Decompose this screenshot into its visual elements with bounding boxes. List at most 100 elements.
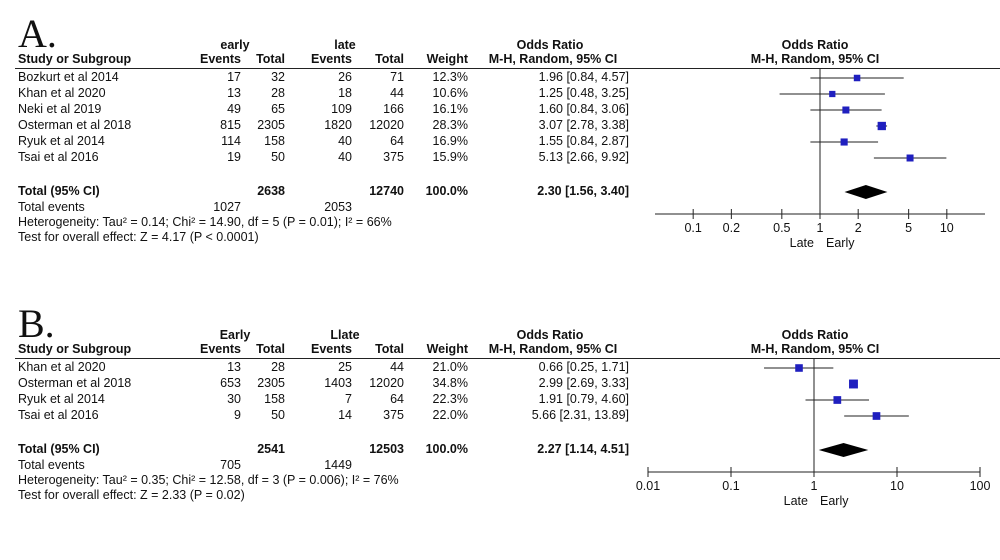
total1-cell: 2305 bbox=[257, 376, 285, 390]
ci-cell: 1.60 [0.84, 3.06] bbox=[538, 102, 629, 116]
ci-cell: 3.07 [2.78, 3.38] bbox=[538, 118, 629, 132]
group2-header: Llate bbox=[330, 328, 360, 342]
favours-early-label: Early bbox=[826, 236, 855, 250]
point-marker bbox=[795, 364, 803, 372]
x-tick-label: 0.5 bbox=[773, 221, 790, 235]
or-title-header: Odds Ratio bbox=[516, 328, 584, 342]
total-label: Total (95% CI) bbox=[18, 184, 100, 198]
events2-header: Events bbox=[311, 342, 352, 356]
total2-header: Total bbox=[375, 342, 404, 356]
events1-cell: 114 bbox=[221, 134, 241, 148]
study-name: Khan et al 2020 bbox=[18, 86, 106, 100]
events1-cell: 9 bbox=[234, 408, 241, 422]
ci-cell: 1.96 [0.84, 4.57] bbox=[538, 70, 629, 84]
ci-cell: 5.13 [2.66, 9.92] bbox=[538, 150, 629, 164]
events1-cell: 653 bbox=[220, 376, 241, 390]
total-events1: 1027 bbox=[213, 200, 241, 214]
total1-cell: 158 bbox=[264, 392, 285, 406]
total1-cell: 28 bbox=[271, 360, 285, 374]
study-name: Neki et al 2019 bbox=[18, 102, 102, 116]
point-marker bbox=[842, 106, 850, 114]
total-weight: 100.0% bbox=[425, 442, 468, 456]
events2-header: Events bbox=[311, 52, 352, 66]
x-tick-label: 1 bbox=[811, 479, 818, 493]
total2-cell: 64 bbox=[390, 392, 404, 406]
point-marker bbox=[849, 379, 858, 389]
events1-cell: 13 bbox=[227, 86, 241, 100]
ci-cell: 1.55 [0.84, 2.87] bbox=[538, 134, 629, 148]
total1-cell: 50 bbox=[271, 408, 285, 422]
weight-cell: 21.0% bbox=[432, 360, 468, 374]
total1-cell: 158 bbox=[264, 134, 285, 148]
ci-cell: 1.91 [0.79, 4.60] bbox=[538, 392, 629, 406]
weight-cell: 10.6% bbox=[432, 86, 468, 100]
total-ci: 2.27 [1.14, 4.51] bbox=[537, 442, 629, 456]
events1-cell: 17 bbox=[227, 70, 241, 84]
events1-header: Events bbox=[200, 342, 241, 356]
favours-early-label: Early bbox=[820, 494, 849, 508]
favours-late-label: Late bbox=[790, 236, 814, 250]
events1-cell: 815 bbox=[220, 118, 241, 132]
total-weight: 100.0% bbox=[425, 184, 468, 198]
group2-header: late bbox=[334, 38, 356, 52]
total1-header: Total bbox=[256, 52, 285, 66]
total1-sum: 2638 bbox=[257, 184, 285, 198]
point-marker bbox=[877, 121, 886, 131]
events1-header: Events bbox=[200, 52, 241, 66]
point-marker bbox=[833, 396, 842, 404]
forest-plot-svg: 0.1 0.2 0.5 1 2 5 10 Late Early bbox=[655, 69, 985, 250]
total-label: Total (95% CI) bbox=[18, 442, 100, 456]
study-header: Study or Subgroup bbox=[18, 52, 132, 66]
group1-header: Early bbox=[219, 328, 251, 342]
x-tick-label: 0.01 bbox=[636, 479, 660, 493]
point-marker bbox=[872, 412, 881, 420]
weight-cell: 22.0% bbox=[432, 408, 468, 422]
study-name: Bozkurt et al 2014 bbox=[18, 70, 119, 84]
total-events-label: Total events bbox=[18, 200, 85, 214]
weight-header: Weight bbox=[426, 342, 468, 356]
x-tick-label: 100 bbox=[970, 479, 991, 493]
study-name: Ryuk et al 2014 bbox=[18, 392, 105, 406]
forest-plot-svg: 0.01 0.1 1 10 100 Late Early bbox=[636, 359, 991, 508]
panel-letter: B. bbox=[18, 301, 55, 346]
total2-cell: 166 bbox=[383, 102, 404, 116]
study-name: Khan et al 2020 bbox=[18, 360, 106, 374]
weight-cell: 34.8% bbox=[432, 376, 468, 390]
header-rule bbox=[15, 68, 1000, 69]
total1-header: Total bbox=[256, 342, 285, 356]
weight-cell: 12.3% bbox=[432, 70, 468, 84]
total1-cell: 65 bbox=[271, 102, 285, 116]
events2-cell: 109 bbox=[331, 102, 352, 116]
events2-cell: 40 bbox=[338, 134, 352, 148]
heterogeneity-text: Heterogeneity: Tau² = 0.35; Chi² = 12.58… bbox=[18, 473, 399, 487]
x-tick-label: 1 bbox=[817, 221, 824, 235]
events1-cell: 13 bbox=[227, 360, 241, 374]
x-tick-label: 0.1 bbox=[722, 479, 739, 493]
group1-header: early bbox=[220, 38, 250, 52]
heterogeneity-text: Heterogeneity: Tau² = 0.14; Chi² = 14.90… bbox=[18, 215, 392, 229]
point-marker bbox=[840, 138, 848, 146]
total2-cell: 12020 bbox=[369, 376, 404, 390]
overall-effect-text: Test for overall effect: Z = 4.17 (P < 0… bbox=[18, 230, 259, 244]
x-tick-label: 0.2 bbox=[723, 221, 740, 235]
total2-cell: 44 bbox=[390, 86, 404, 100]
study-name: Osterman et al 2018 bbox=[18, 376, 132, 390]
plot-method-header: M-H, Random, 95% CI bbox=[750, 52, 880, 66]
events2-cell: 18 bbox=[338, 86, 352, 100]
x-tick-label: 10 bbox=[890, 479, 904, 493]
events1-cell: 49 bbox=[227, 102, 241, 116]
ci-cell: 5.66 [2.31, 13.89] bbox=[531, 408, 629, 422]
total2-cell: 71 bbox=[390, 70, 404, 84]
ci-cell: 0.66 [0.25, 1.71] bbox=[538, 360, 629, 374]
events2-cell: 7 bbox=[345, 392, 352, 406]
total1-sum: 2541 bbox=[257, 442, 285, 456]
weight-cell: 15.9% bbox=[432, 150, 468, 164]
weight-header: Weight bbox=[426, 52, 468, 66]
study-name: Ryuk et al 2014 bbox=[18, 134, 105, 148]
x-tick-label: 0.1 bbox=[684, 221, 701, 235]
study-name: Tsai et al 2016 bbox=[18, 408, 99, 422]
total-ci: 2.30 [1.56, 3.40] bbox=[537, 184, 629, 198]
overall-effect-text: Test for overall effect: Z = 2.33 (P = 0… bbox=[18, 488, 245, 502]
total-events-label: Total events bbox=[18, 458, 85, 472]
ci-cell: 2.99 [2.69, 3.33] bbox=[538, 376, 629, 390]
